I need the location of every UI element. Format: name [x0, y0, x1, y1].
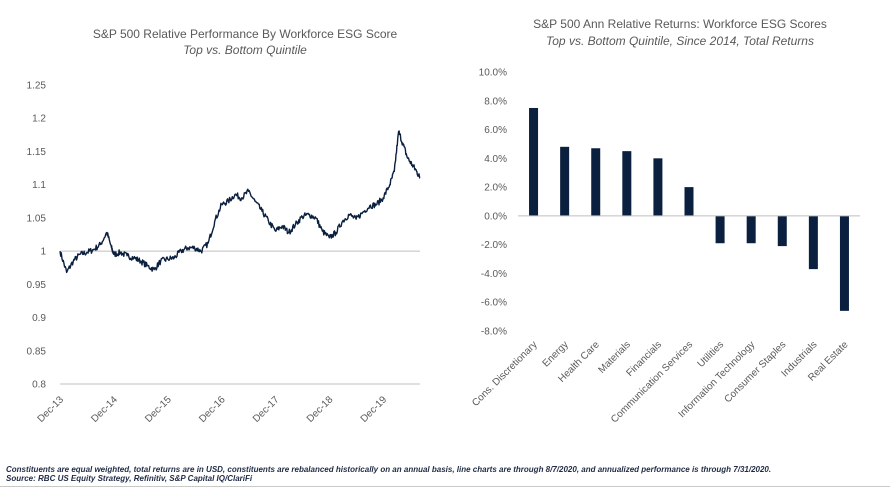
- y-tick-label: 6.0%: [484, 125, 507, 136]
- y-tick-label: 1.1: [32, 180, 46, 191]
- footnote-source: Source: RBC US Equity Strategy, Refiniti…: [6, 474, 253, 483]
- bar: [746, 215, 756, 244]
- y-tick-label: 8.0%: [484, 96, 507, 107]
- bar: [839, 215, 849, 311]
- x-tick-label: Dec-16: [197, 394, 228, 425]
- category-label: Energy: [541, 339, 571, 369]
- y-tick-label: 1.05: [27, 213, 47, 224]
- bar-chart-y-axis: -8.0% -6.0% -4.0% -2.0% 0.0% 2.0% 4.0% 6.0% 8.0%…: [479, 68, 507, 338]
- bar-chart-subtitle: Top vs. Bottom Quintile, Since 2014, Tot…: [546, 34, 814, 48]
- bar: [591, 148, 601, 216]
- y-tick-label: 0.0%: [484, 211, 507, 222]
- y-tick-label: 1.15: [27, 147, 47, 158]
- series-line: [59, 130, 421, 274]
- x-tick-label: Dec-15: [143, 394, 174, 425]
- bar: [560, 146, 570, 216]
- y-tick-label: 4.0%: [484, 154, 507, 165]
- line-chart-x-axis: Dec-13 Dec-14 Dec-15 Dec-16 Dec-17 Dec-18 Dec-…: [36, 394, 390, 425]
- bar: [529, 107, 539, 216]
- y-tick-label: -4.0%: [481, 269, 507, 280]
- x-tick-label: Dec-17: [251, 394, 282, 425]
- bar: [653, 158, 663, 216]
- y-tick-label: -6.0%: [481, 298, 507, 309]
- y-tick-label: 0.8: [32, 380, 46, 391]
- bar-chart: S&P 500 Ann Relative Returns: Workforce …: [470, 17, 860, 425]
- y-tick-label: -2.0%: [481, 240, 507, 251]
- y-tick-label: 0.95: [27, 280, 47, 291]
- category-label: Cons. Discretionary: [470, 339, 539, 408]
- bar: [777, 215, 787, 247]
- bar: [684, 187, 694, 216]
- y-tick-label: 0.85: [27, 346, 47, 357]
- bar: [808, 215, 818, 270]
- y-tick-label: 0.9: [32, 313, 46, 324]
- bar: [715, 215, 725, 244]
- y-tick-label: 1: [40, 247, 46, 258]
- y-tick-label: 10.0%: [479, 68, 507, 79]
- x-tick-label: Dec-18: [305, 394, 336, 425]
- line-chart-title: S&P 500 Relative Performance By Workforc…: [93, 27, 398, 41]
- bar: [622, 151, 632, 216]
- bottom-divider: [0, 486, 890, 487]
- x-tick-label: Dec-14: [89, 394, 120, 425]
- x-tick-label: Dec-13: [36, 394, 67, 425]
- y-tick-label: 2.0%: [484, 183, 507, 194]
- bar-chart-title: S&P 500 Ann Relative Returns: Workforce …: [533, 17, 827, 31]
- line-chart-y-axis: 0.8 0.85 0.9 0.95 1 1.05 1.1 1.15 1.2 1.25: [27, 81, 47, 391]
- x-tick-label: Dec-19: [359, 394, 390, 425]
- category-label: Consumer Staples: [722, 339, 788, 405]
- category-label: Utilities: [696, 339, 727, 370]
- y-tick-label: 1.25: [27, 81, 47, 92]
- y-tick-label: 1.2: [32, 114, 46, 125]
- footnotes: Constituents are equal weighted, total r…: [6, 465, 886, 483]
- y-tick-label: -8.0%: [481, 327, 507, 338]
- bar-chart-bars: [529, 107, 849, 311]
- footnote-methodology: Constituents are equal weighted, total r…: [6, 465, 772, 474]
- line-chart-subtitle: Top vs. Bottom Quintile: [183, 43, 307, 57]
- line-chart: S&P 500 Relative Performance By Workforc…: [27, 27, 421, 425]
